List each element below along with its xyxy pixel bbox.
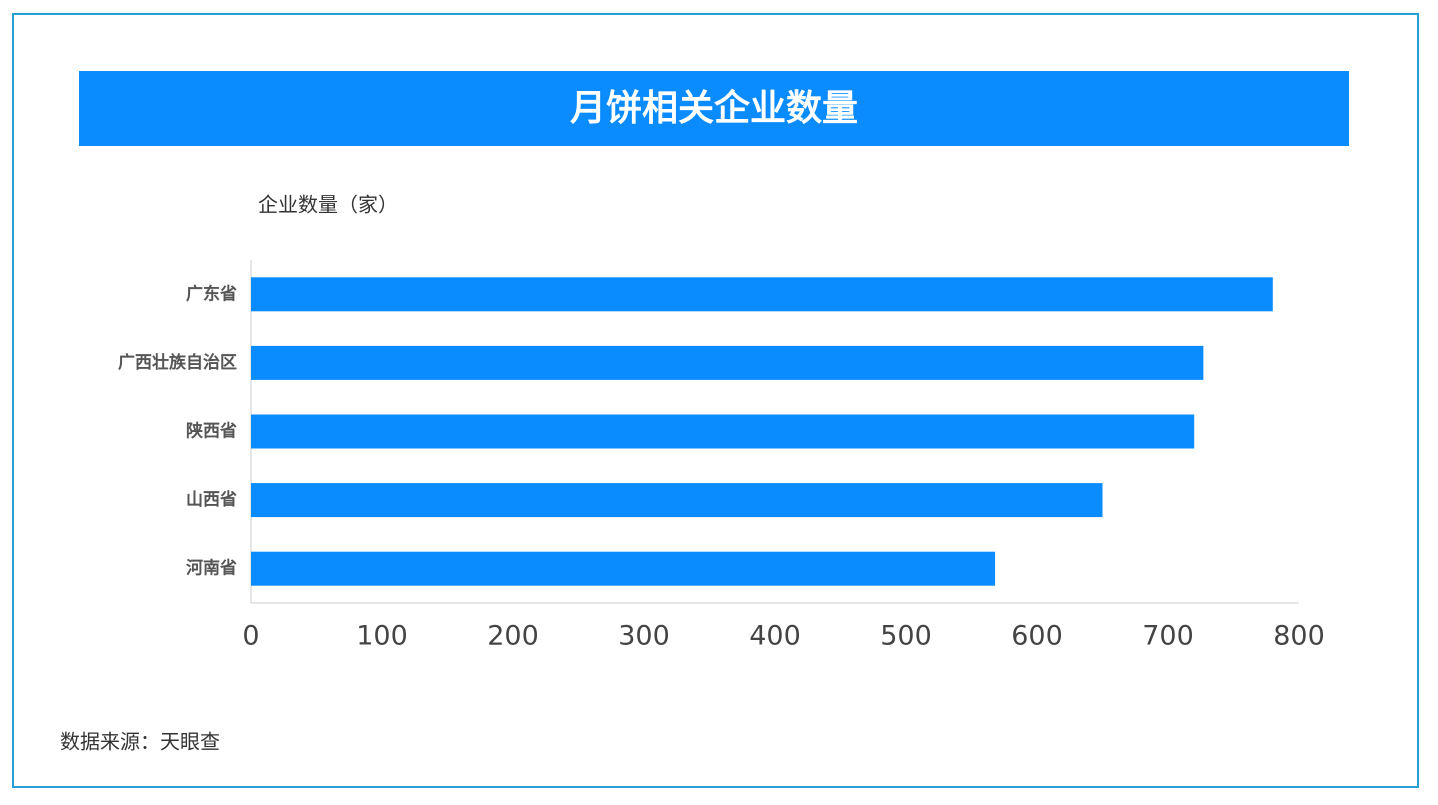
x-tick-label: 500	[880, 621, 932, 652]
bar	[251, 414, 1195, 449]
x-tick-label: 100	[356, 621, 408, 652]
y-tick-label: 广西壮族自治区	[118, 352, 237, 373]
y-tick-label: 广东省	[186, 283, 237, 304]
y-tick-label: 河南省	[186, 558, 237, 579]
bar	[251, 277, 1273, 312]
chart-title: 月饼相关企业数量	[570, 87, 858, 129]
x-tick-label: 0	[242, 621, 259, 652]
bar	[251, 551, 996, 586]
x-tick-label: 700	[1142, 621, 1194, 652]
title-bar	[79, 71, 1349, 146]
bar	[251, 345, 1204, 380]
source-note: 数据来源：天眼查	[60, 730, 220, 754]
x-tick-label: 200	[487, 621, 539, 652]
frame	[12, 13, 1419, 788]
bar	[251, 483, 1103, 518]
x-tick-label: 300	[618, 621, 670, 652]
x-tick-label: 400	[749, 621, 801, 652]
x-tick-label: 600	[1011, 621, 1063, 652]
x-tick-label: 800	[1273, 621, 1325, 652]
y-tick-label: 陕西省	[186, 421, 237, 442]
y-tick-label: 山西省	[186, 489, 237, 510]
axis-label: 企业数量（家）	[258, 193, 398, 217]
